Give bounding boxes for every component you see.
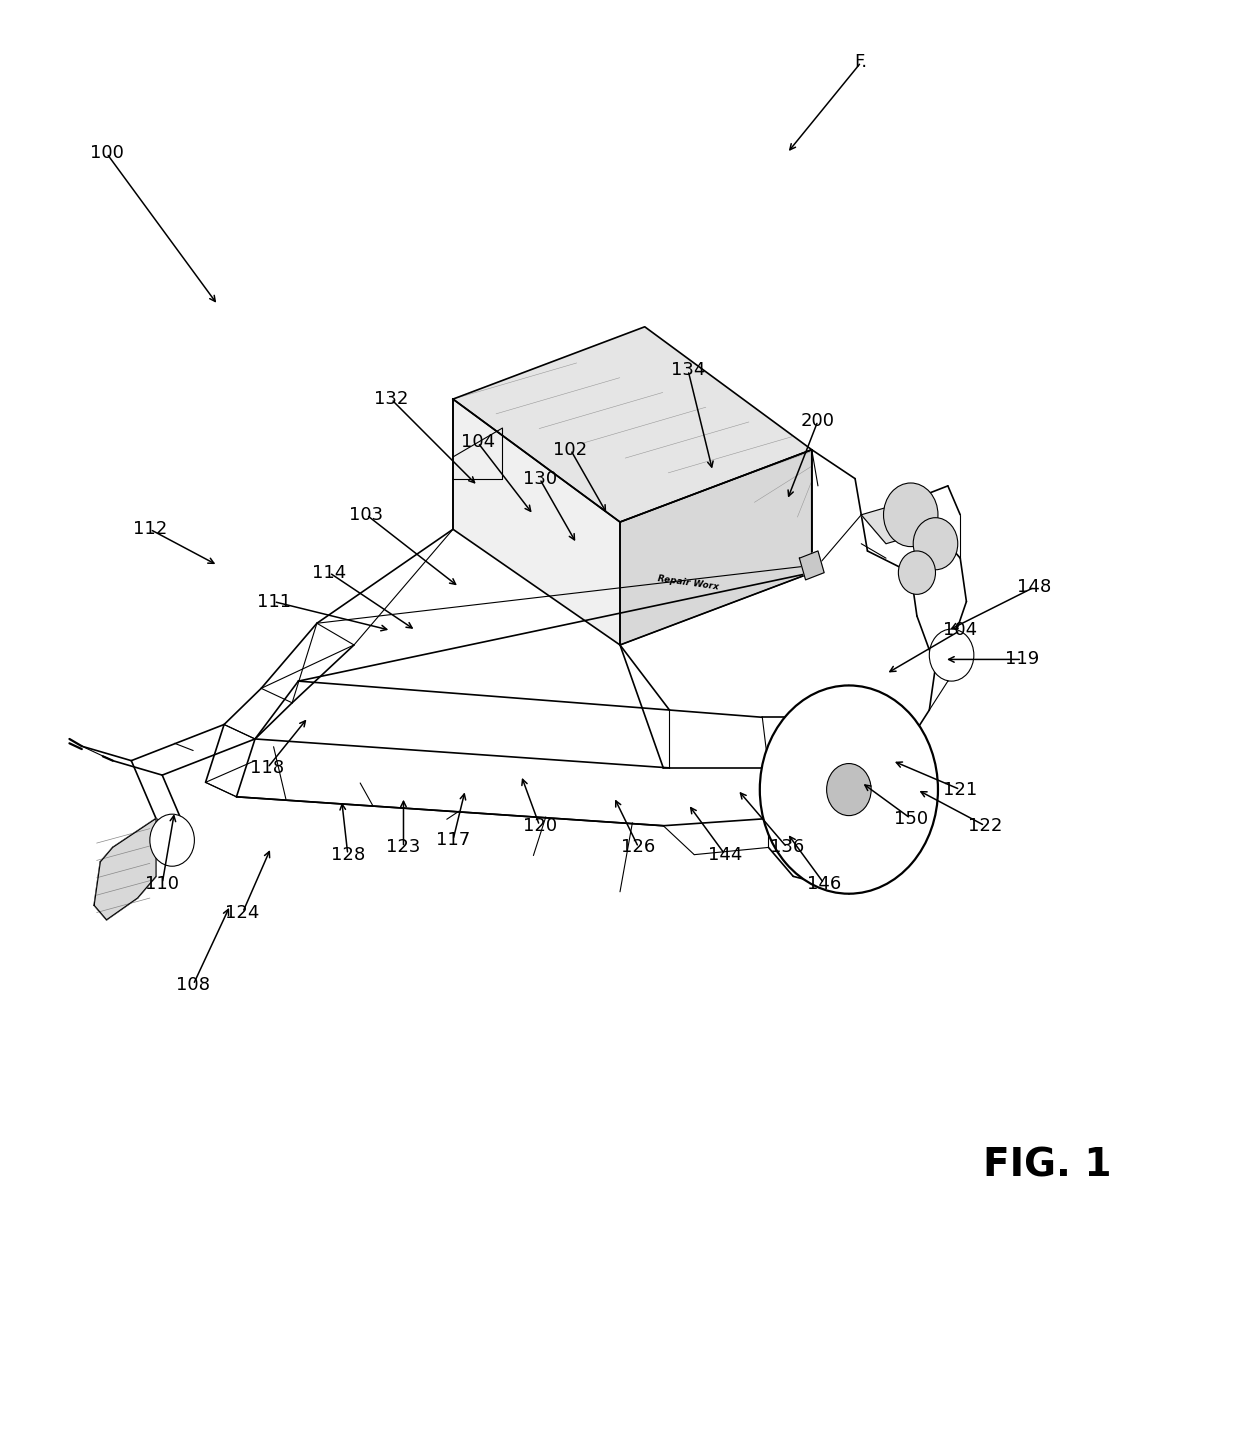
Text: 100: 100 xyxy=(89,145,124,162)
Polygon shape xyxy=(800,551,825,580)
Circle shape xyxy=(150,814,195,867)
Text: 118: 118 xyxy=(250,759,284,777)
Text: 104: 104 xyxy=(944,622,977,639)
Circle shape xyxy=(929,629,973,681)
Circle shape xyxy=(898,551,935,594)
Text: Repair Worx: Repair Worx xyxy=(657,574,719,591)
Text: 128: 128 xyxy=(331,846,365,864)
Polygon shape xyxy=(453,398,620,645)
Text: 102: 102 xyxy=(553,440,588,459)
Circle shape xyxy=(913,517,957,569)
Text: 126: 126 xyxy=(621,839,656,856)
Polygon shape xyxy=(453,327,812,522)
Text: F.: F. xyxy=(854,54,868,71)
Text: FIG. 1: FIG. 1 xyxy=(982,1146,1111,1185)
Polygon shape xyxy=(862,500,935,543)
Text: 120: 120 xyxy=(522,817,557,835)
Text: 130: 130 xyxy=(522,469,557,488)
Text: 114: 114 xyxy=(312,564,346,581)
Text: 103: 103 xyxy=(350,506,383,523)
Text: 111: 111 xyxy=(257,593,290,610)
Circle shape xyxy=(827,764,872,816)
Text: 112: 112 xyxy=(133,520,167,538)
Text: 110: 110 xyxy=(145,875,180,893)
Text: 104: 104 xyxy=(460,433,495,452)
Text: 136: 136 xyxy=(770,839,805,856)
Polygon shape xyxy=(94,819,156,920)
Text: 148: 148 xyxy=(1017,578,1052,596)
Text: 132: 132 xyxy=(374,390,408,409)
Circle shape xyxy=(884,483,937,546)
Text: 200: 200 xyxy=(801,412,835,430)
Circle shape xyxy=(760,685,937,894)
Polygon shape xyxy=(620,449,812,645)
Text: 124: 124 xyxy=(226,904,260,922)
Text: 146: 146 xyxy=(807,875,841,893)
Text: 150: 150 xyxy=(894,810,928,827)
Text: 117: 117 xyxy=(435,832,470,849)
Text: 134: 134 xyxy=(671,361,706,380)
Text: 108: 108 xyxy=(176,975,210,994)
Text: 144: 144 xyxy=(708,846,743,864)
Text: 119: 119 xyxy=(1004,651,1039,668)
Text: 121: 121 xyxy=(944,781,977,798)
Text: 123: 123 xyxy=(387,839,420,856)
Text: 122: 122 xyxy=(967,817,1002,835)
